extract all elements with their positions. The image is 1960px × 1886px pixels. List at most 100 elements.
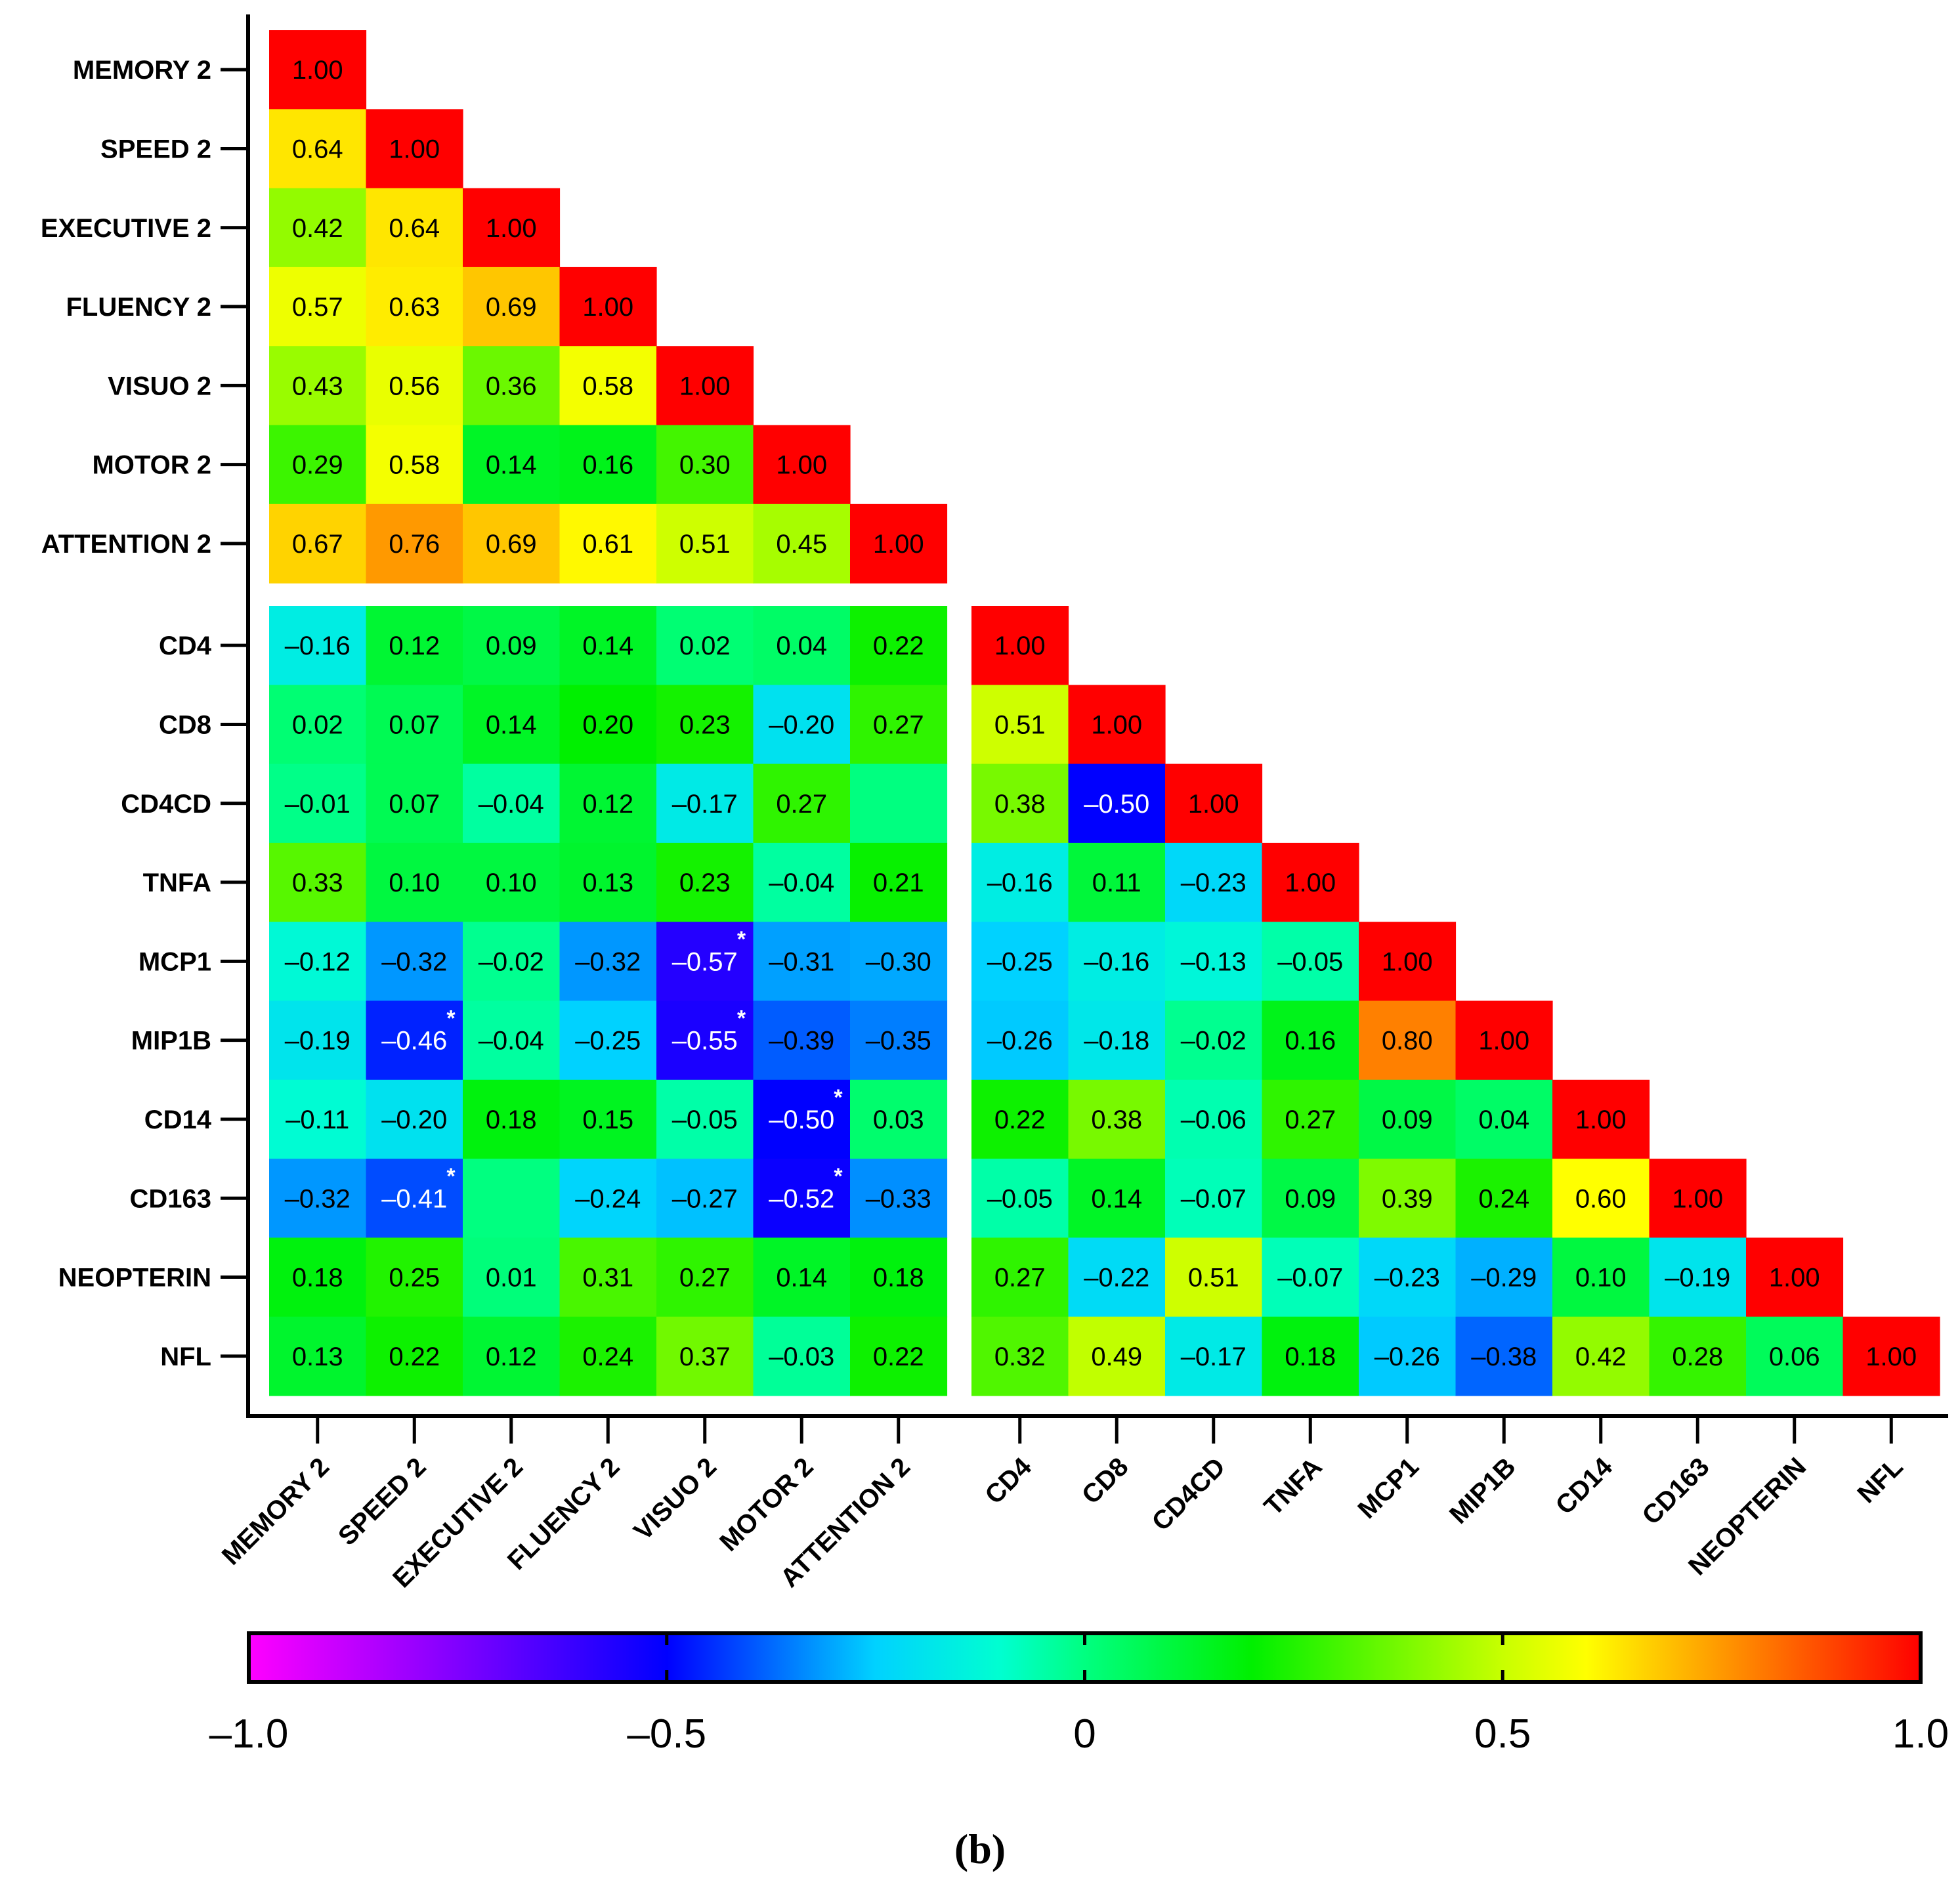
- cell-value-label: –0.32: [285, 1184, 351, 1213]
- row-label: MEMORY 2: [73, 56, 211, 85]
- column-label: MCP1: [1352, 1452, 1424, 1524]
- cell-value-label: 0.27: [994, 1264, 1046, 1293]
- heatmap-cell: [463, 425, 561, 505]
- heatmap-cell: [366, 685, 463, 765]
- heatmap-cell: [559, 1159, 657, 1238]
- cell-value-label: –0.55: [672, 1027, 738, 1056]
- cell-value-label: 0.12: [486, 1342, 537, 1371]
- cell-value-label: 0.18: [486, 1105, 537, 1134]
- cell-value-label: 0.76: [389, 530, 440, 559]
- heatmap-cell: [1165, 1316, 1263, 1396]
- cell-value-label: 1.00: [873, 530, 924, 559]
- heatmap-cell: [366, 425, 463, 505]
- heatmap-cell: [656, 1159, 754, 1238]
- heatmap-cell: [463, 1079, 561, 1159]
- cell-value-label: 0.43: [292, 372, 343, 400]
- row-label: VISUO 2: [108, 372, 211, 400]
- cell-value-label: –0.17: [1181, 1342, 1246, 1371]
- cell-value-label: 0.03: [873, 1105, 924, 1134]
- heatmap-cell: [463, 188, 561, 268]
- heatmap-cell: [1843, 1316, 1940, 1396]
- cell-value-label: –0.05: [672, 1105, 738, 1134]
- row-label: CD163: [129, 1184, 211, 1213]
- cell-value-label: 0.12: [389, 632, 440, 660]
- heatmap-cell: [269, 30, 367, 110]
- cell-value-label: –0.19: [1665, 1264, 1730, 1293]
- figure-caption: (b): [954, 1826, 1006, 1872]
- heatmap-cell: [463, 267, 561, 347]
- heatmap-cell: [366, 763, 463, 844]
- heatmap-cell: [559, 685, 657, 765]
- heatmap-cell: [971, 1316, 1069, 1396]
- heatmap-cell: [1068, 1079, 1166, 1159]
- cell-value-label: –0.16: [1084, 947, 1149, 976]
- heatmap-cell: [1165, 922, 1263, 1002]
- cell-value-label: –0.04: [479, 790, 544, 819]
- row-label: EXECUTIVE 2: [41, 214, 211, 243]
- column-label: CD163: [1636, 1452, 1715, 1530]
- row-label: CD4CD: [121, 790, 211, 819]
- cell-value-label: –0.13: [1181, 947, 1246, 976]
- heatmap-cell: [559, 346, 657, 426]
- cell-value-label: 0.58: [582, 372, 633, 400]
- significance-marker: *: [834, 1085, 843, 1110]
- cell-value-label: 0.14: [582, 632, 633, 660]
- cell-value-label: –0.20: [769, 710, 834, 739]
- cell-value-label: 0.14: [486, 451, 537, 480]
- cell-value-label: 0.25: [389, 1264, 440, 1293]
- heatmap-cell: [656, 1000, 754, 1081]
- cell-value-label: 0.18: [292, 1264, 343, 1293]
- cell-value-label: 0.67: [292, 530, 343, 559]
- row-label: SPEED 2: [100, 135, 211, 163]
- cell-value-label: 0.14: [776, 1264, 827, 1293]
- heatmap-cell: [559, 267, 657, 347]
- cell-value-label: 1.00: [776, 451, 827, 480]
- cell-value-label: 0.69: [486, 293, 537, 322]
- cell-value-label: 0.20: [582, 710, 633, 739]
- cell-value-label: 0.29: [292, 451, 343, 480]
- row-label: NFL: [160, 1342, 211, 1371]
- cell-value-label: 0.21: [873, 868, 924, 897]
- heatmap-cell: [850, 1237, 948, 1318]
- heatmap-cell: [1068, 842, 1166, 922]
- heatmap-cell: [269, 1316, 367, 1396]
- colorbar-tick-label: –0.5: [627, 1711, 706, 1757]
- heatmap-cell: [1359, 1316, 1457, 1396]
- cell-value-label: 1.00: [389, 135, 440, 163]
- column-label: CD4CD: [1147, 1452, 1231, 1537]
- heatmap-cell: [269, 1079, 367, 1159]
- heatmap-cell: [971, 1079, 1069, 1159]
- cell-value-label: –0.30: [866, 947, 931, 976]
- heatmap-cell: [656, 922, 754, 1002]
- cell-value-label: –0.05: [987, 1184, 1053, 1213]
- heatmap-cell: [1552, 1316, 1650, 1396]
- heatmap-cell: [269, 606, 367, 685]
- heatmap-cell: [1262, 1079, 1359, 1159]
- heatmap-cell: [656, 1237, 754, 1318]
- cell-value-label: 1.00: [679, 372, 731, 400]
- cell-value-label: 0.22: [873, 1342, 924, 1371]
- cell-value-label: –0.52: [769, 1184, 834, 1213]
- heatmap-cell: [269, 1000, 367, 1081]
- heatmap-cell: [1455, 1159, 1553, 1238]
- cell-value-label: 0.27: [776, 790, 827, 819]
- heatmap-cell: [850, 606, 948, 685]
- heatmap-cell: [463, 842, 561, 922]
- heatmap-cell: [1552, 1159, 1650, 1238]
- heatmap-cell: [1359, 922, 1457, 1002]
- heatmap-cell: [366, 922, 463, 1002]
- cell-value-label: 0.51: [994, 710, 1046, 739]
- heatmap-cell: [850, 763, 948, 844]
- cell-value-label: 1.00: [1769, 1264, 1820, 1293]
- cell-value-label: –0.38: [1471, 1342, 1537, 1371]
- heatmap-cell: [753, 504, 851, 584]
- row-label: FLUENCY 2: [66, 293, 211, 322]
- heatmap-cell: [1455, 1000, 1553, 1081]
- cell-value-label: –0.11: [286, 1105, 349, 1134]
- cell-value-label: 0.10: [486, 868, 537, 897]
- cell-value-label: 0.60: [1575, 1184, 1627, 1213]
- heatmap-cell: [753, 763, 851, 844]
- heatmap-cell: [1649, 1316, 1747, 1396]
- heatmap-cell: [971, 685, 1069, 765]
